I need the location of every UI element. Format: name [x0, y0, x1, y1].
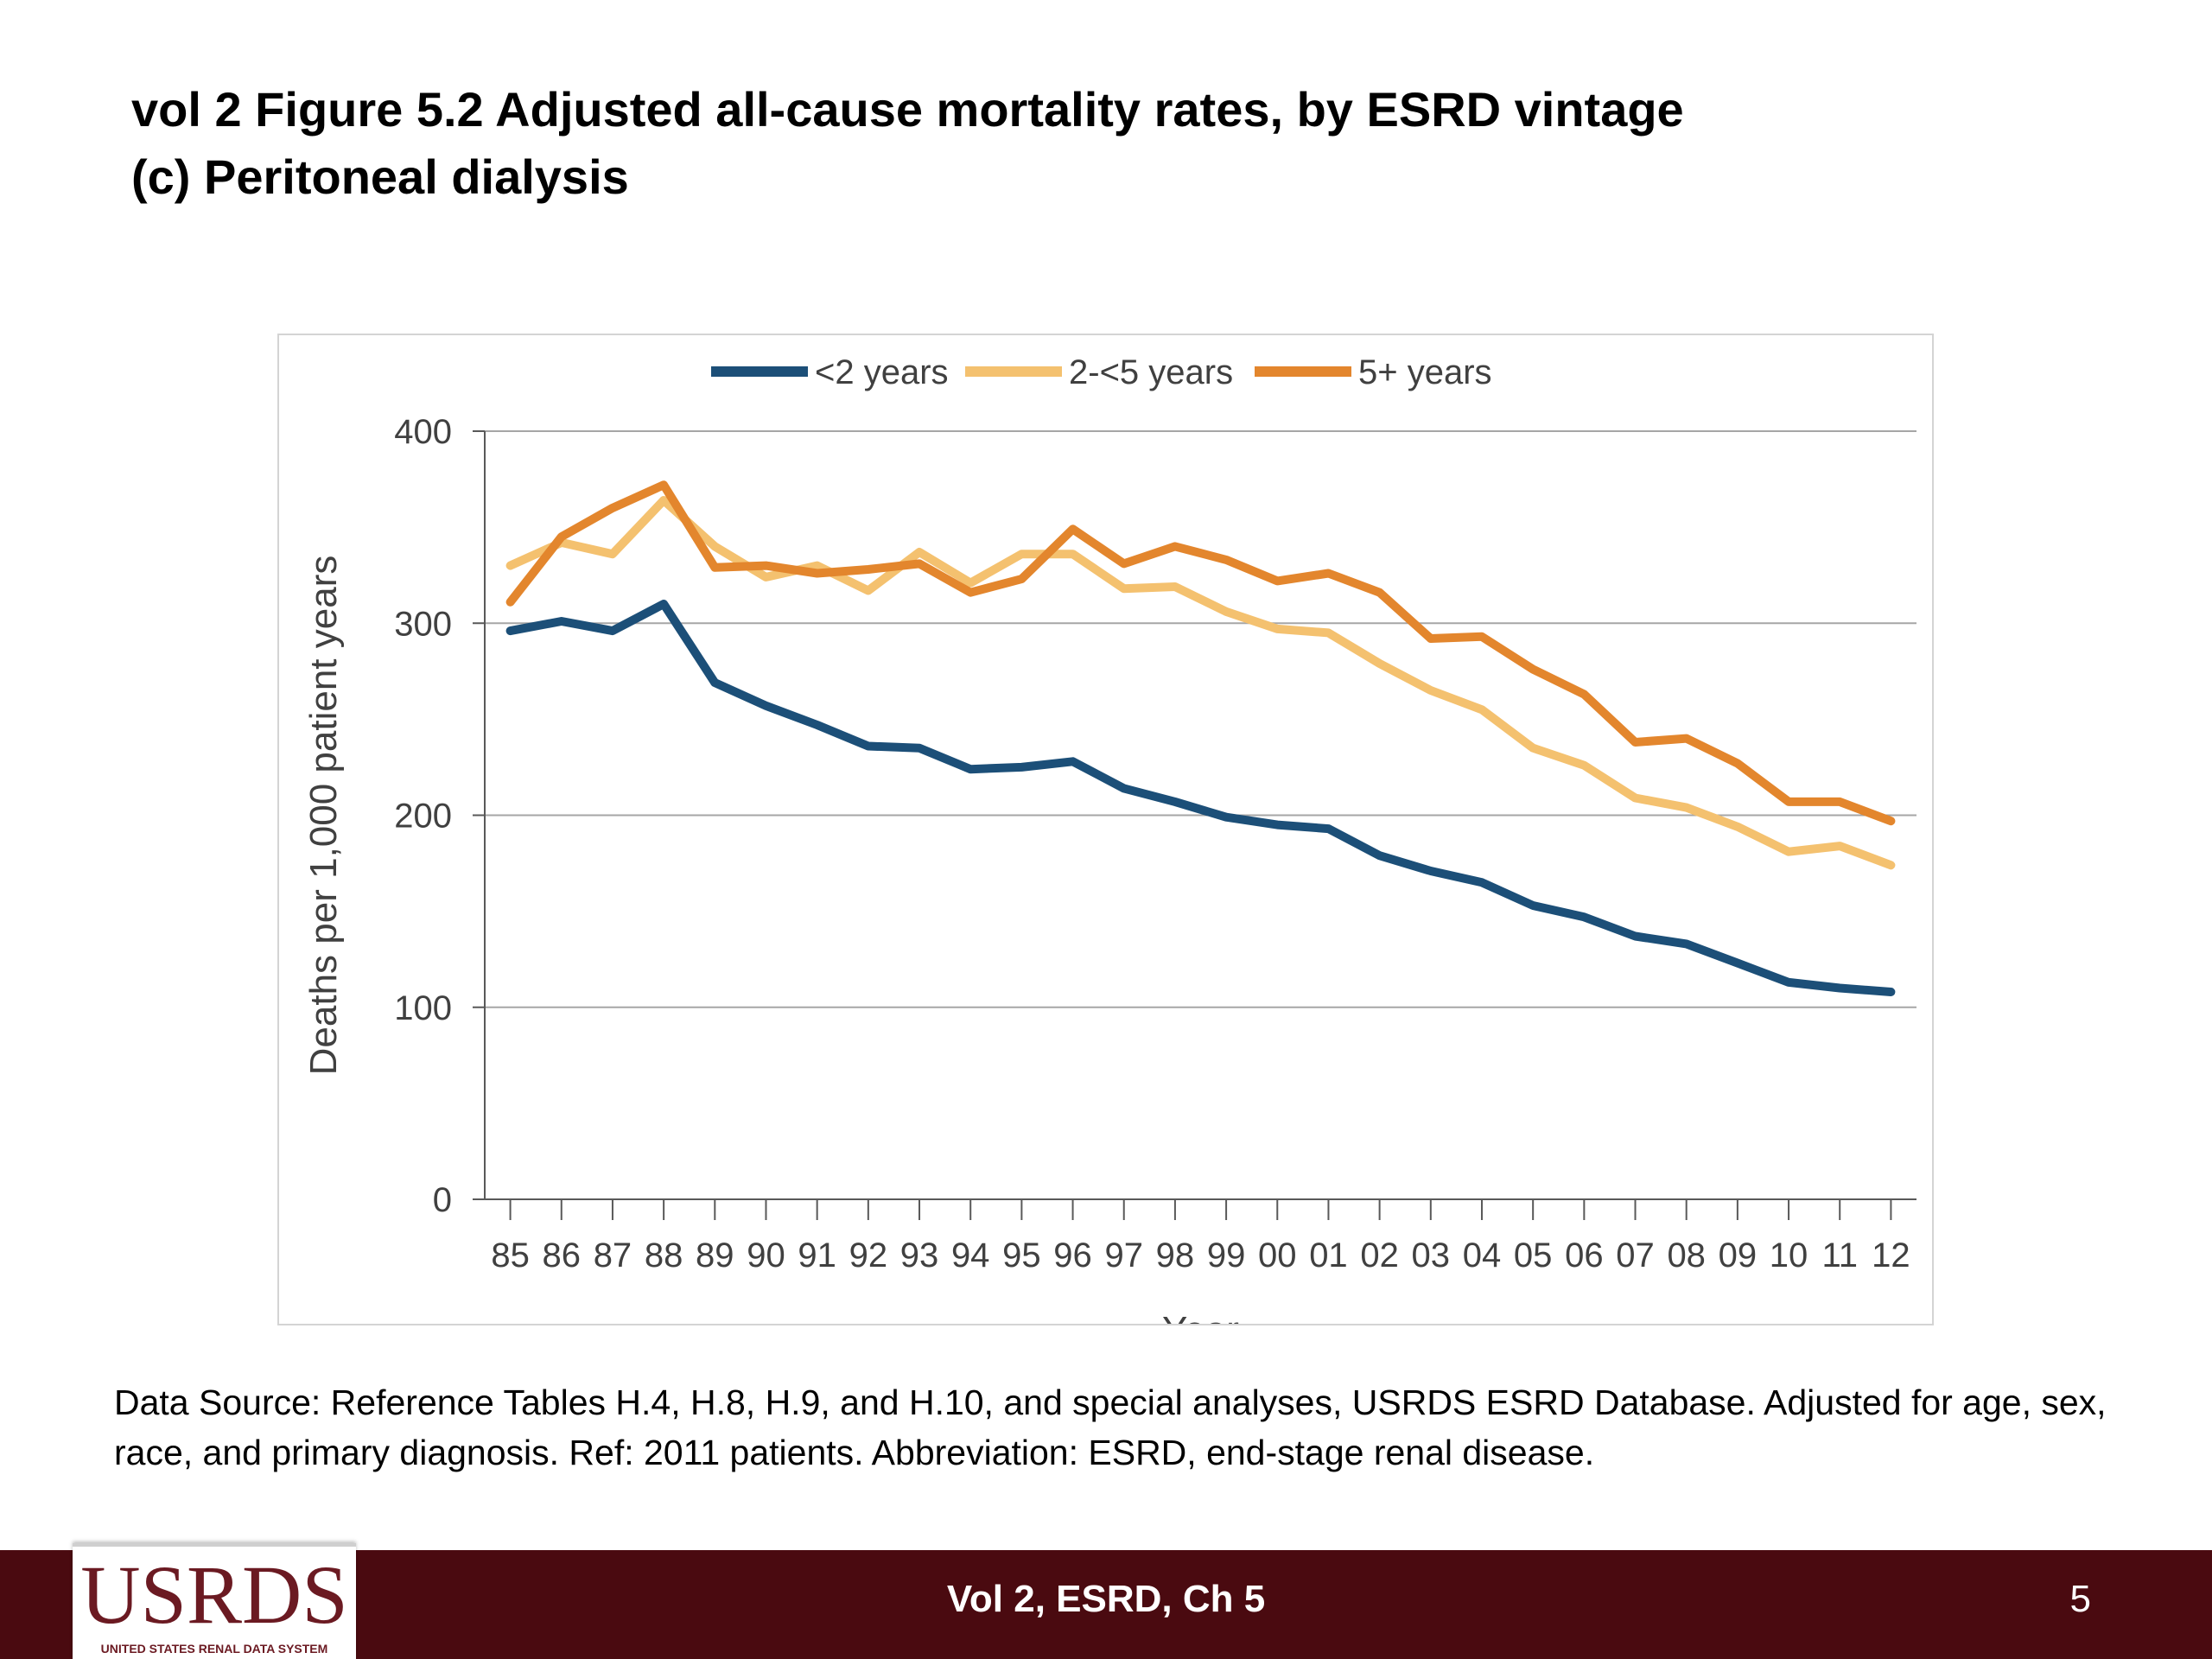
- y-axis-title: Deaths per 1,000 patient years: [302, 556, 345, 1076]
- x-tick-label: 90: [747, 1236, 785, 1274]
- y-tick-label: 200: [394, 798, 452, 836]
- x-tick-label: 89: [696, 1236, 734, 1274]
- x-tick-label: 87: [594, 1236, 632, 1274]
- x-tick-label: 96: [1053, 1236, 1092, 1274]
- x-tick-label: 94: [951, 1236, 990, 1274]
- x-tick-label: 02: [1360, 1236, 1399, 1274]
- page-number: 5: [2069, 1578, 2091, 1620]
- x-tick-label: 03: [1412, 1236, 1451, 1274]
- footer-bar: [0, 1550, 2212, 1659]
- chart-frame: 0 100 200 300 400 85 86 87 88 89 90 91 92 93 94 95 96 97 9…: [277, 334, 1934, 1325]
- logo-text: USRDS: [80, 1548, 348, 1641]
- x-tick-label: 85: [491, 1236, 530, 1274]
- legend-label: 5+ years: [1358, 353, 1492, 391]
- x-tick-label: 93: [900, 1236, 939, 1274]
- usrds-logo: USRDS UNITED STATES RENAL DATA SYSTEM: [73, 1543, 356, 1659]
- footer-chapter-label: Vol 2, ESRD, Ch 5: [946, 1578, 1266, 1620]
- x-tick-label: 05: [1514, 1236, 1553, 1274]
- x-tick-label: 10: [1770, 1236, 1808, 1274]
- data-source-note: Data Source: Reference Tables H.4, H.8, …: [114, 1382, 2107, 1472]
- legend-label: 2-<5 years: [1069, 353, 1233, 391]
- x-tick-label: 95: [1002, 1236, 1041, 1274]
- x-tick-label: 11: [1821, 1236, 1858, 1274]
- x-tick-label: 12: [1872, 1236, 1910, 1274]
- x-tick-label: 91: [798, 1236, 836, 1274]
- x-tick-label: 92: [849, 1236, 888, 1274]
- series-line-2: [505, 480, 1896, 826]
- x-tick-label: 09: [1719, 1236, 1758, 1274]
- series-line-1: [505, 496, 1896, 870]
- x-tick-label: 97: [1104, 1236, 1143, 1274]
- y-tick-label: 100: [394, 989, 452, 1027]
- x-tick-label: 98: [1156, 1236, 1195, 1274]
- x-axis-title: Year: [1162, 1309, 1239, 1324]
- x-tick-label: 88: [645, 1236, 683, 1274]
- x-tick-label: 06: [1565, 1236, 1604, 1274]
- title-line-2: (c) Peritoneal dialysis: [131, 149, 629, 204]
- slide-title: vol 2 Figure 5.2 Adjusted all-cause mort…: [131, 76, 2032, 211]
- x-tick-label: 99: [1207, 1236, 1246, 1274]
- y-tick-label: 0: [433, 1181, 452, 1219]
- x-tick-label: 07: [1616, 1236, 1655, 1274]
- x-tick-label: 04: [1463, 1236, 1502, 1274]
- title-line-1: vol 2 Figure 5.2 Adjusted all-cause mort…: [131, 82, 1684, 137]
- x-tick-label: 08: [1667, 1236, 1706, 1274]
- y-tick-label: 300: [394, 605, 452, 643]
- x-tick-label: 01: [1309, 1236, 1348, 1274]
- y-tick-label: 400: [394, 413, 452, 451]
- x-tick-label: 86: [543, 1236, 582, 1274]
- legend-label: <2 years: [815, 353, 949, 391]
- x-tick-label: 00: [1258, 1236, 1297, 1274]
- series-line-0: [505, 600, 1896, 996]
- logo-subtext: UNITED STATES RENAL DATA SYSTEM: [100, 1642, 328, 1656]
